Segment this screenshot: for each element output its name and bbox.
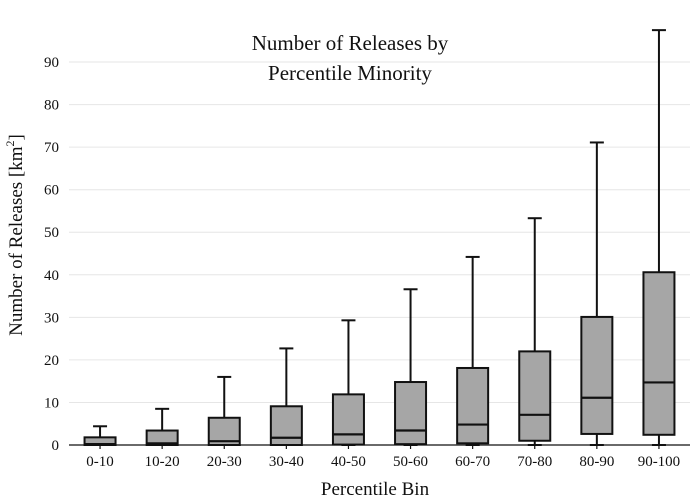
chart-title-line-2: Percentile Minority	[268, 61, 432, 85]
y-tick-label: 40	[44, 268, 59, 284]
iqr-box	[145, 429, 179, 447]
box-layer	[83, 29, 676, 447]
y-tick-layer: 0 10 20 30 40 50 60 70 80 90	[44, 55, 59, 454]
iqr-box	[642, 271, 676, 436]
y-axis-label-close: ]	[6, 134, 27, 140]
box-70-80	[518, 217, 552, 446]
iqr-box	[269, 405, 303, 446]
box-20-30	[207, 375, 241, 446]
x-tick-label: 60-70	[455, 454, 490, 470]
y-tick-label: 60	[44, 183, 59, 199]
y-axis-label-main: Number of Releases [km	[6, 146, 27, 336]
iqr-box	[580, 315, 614, 435]
x-tick-label: 70-80	[517, 454, 552, 470]
iqr-box	[394, 381, 428, 446]
box-60-70	[456, 255, 490, 446]
box-30-40	[269, 347, 303, 446]
x-tick-label: 20-30	[207, 454, 242, 470]
x-tick-label: 30-40	[269, 454, 304, 470]
box-80-90	[580, 141, 614, 446]
x-tick-label: 80-90	[579, 454, 614, 470]
y-tick-label: 30	[44, 310, 59, 326]
y-axis-label: Number of Releases [km2]	[3, 134, 27, 336]
x-tick-label: 10-20	[145, 454, 180, 470]
x-tick-layer: 0-10 10-20 20-30 30-40 40-50 50-60 60-70 70-80 8…	[86, 445, 680, 470]
x-tick-label: 40-50	[331, 454, 366, 470]
y-axis-label-superscript: 2	[3, 140, 17, 146]
x-tick-label: 90-100	[638, 454, 681, 470]
y-tick-label: 80	[44, 98, 59, 114]
y-tick-label: 70	[44, 140, 59, 156]
x-tick-label: 0-10	[86, 454, 114, 470]
x-tick-label: 50-60	[393, 454, 428, 470]
iqr-box	[456, 366, 490, 445]
iqr-box	[331, 393, 365, 446]
y-tick-label: 0	[52, 438, 60, 454]
box-40-50	[331, 319, 365, 446]
box-50-60	[394, 288, 428, 446]
y-tick-label: 90	[44, 55, 59, 71]
x-axis-label: Percentile Bin	[321, 479, 430, 500]
iqr-box	[518, 350, 552, 442]
box-90-100	[642, 29, 676, 446]
grid-layer	[69, 61, 690, 403]
box-0-10	[83, 425, 117, 447]
y-tick-label: 10	[44, 395, 59, 411]
chart-title-line-1: Number of Releases by	[252, 31, 449, 55]
box-10-20	[145, 407, 179, 447]
y-tick-label: 50	[44, 225, 59, 241]
y-tick-label: 20	[44, 353, 59, 369]
